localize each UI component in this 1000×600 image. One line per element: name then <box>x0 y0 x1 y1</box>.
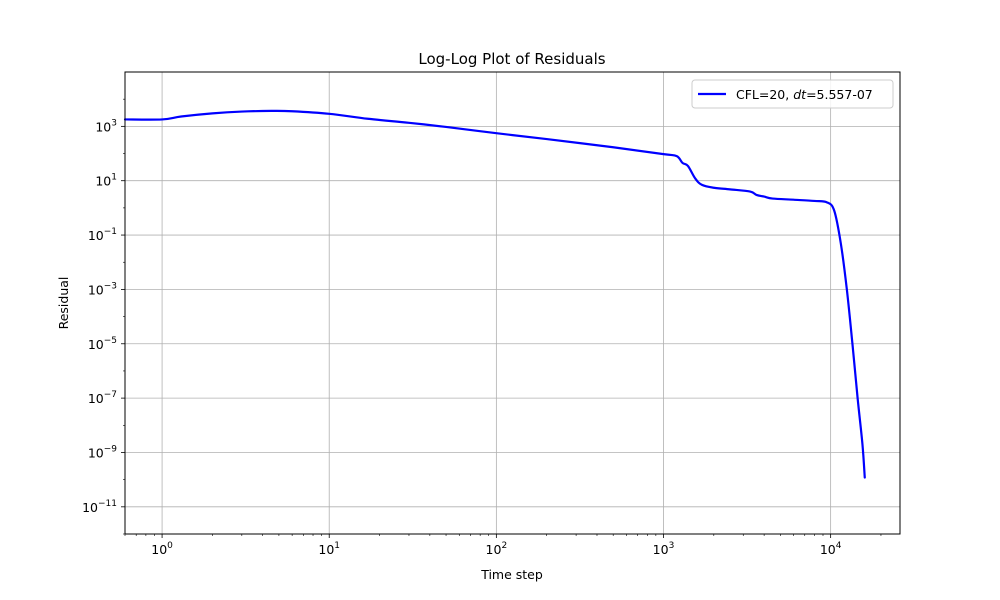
y-tick-label: 10−3 <box>88 281 117 297</box>
x-tick-label: 102 <box>486 541 508 557</box>
series-line <box>123 109 866 479</box>
grid <box>125 72 900 534</box>
x-tick-label: 103 <box>653 541 675 557</box>
legend: CFL=20, dt=5.557-07 <box>691 79 894 109</box>
y-tick-label: 103 <box>95 118 117 134</box>
y-tick-label: 10−11 <box>82 499 117 515</box>
x-tick-label: 100 <box>151 541 173 557</box>
ticks: 100 101 102 103 104 103 101 10−1 10−3 10−5 10−7 10−… <box>82 98 882 557</box>
x-tick-label: 101 <box>318 541 340 557</box>
series-layer <box>123 109 866 479</box>
plot-frame <box>124 71 901 535</box>
legend-box <box>691 79 894 109</box>
y-tick-label: 10−7 <box>88 390 117 406</box>
y-tick-label: 101 <box>95 173 117 189</box>
x-tick-label: 104 <box>820 541 842 557</box>
y-tick-label: 10−5 <box>88 336 117 352</box>
y-tick-label: 10−1 <box>88 227 117 243</box>
y-tick-label: 10−9 <box>88 444 117 460</box>
x-axis-label: Time step <box>480 567 543 582</box>
chart-title: Log-Log Plot of Residuals <box>418 50 605 68</box>
legend-label: CFL=20, dt=5.557-07 <box>736 87 873 102</box>
y-axis-label: Residual <box>56 277 71 330</box>
